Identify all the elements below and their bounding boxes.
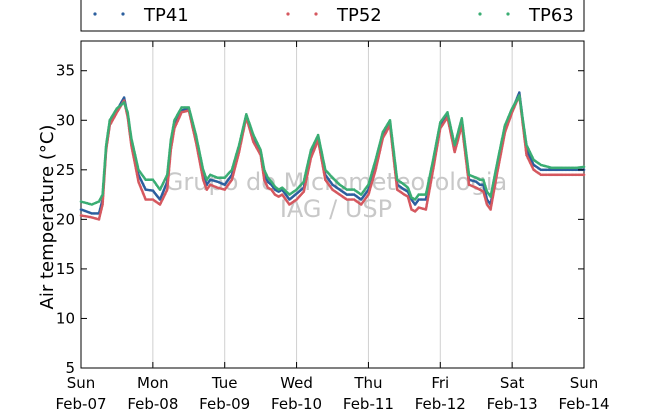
xtick-label-day: Mon: [137, 374, 169, 392]
ytick-label: 15: [56, 260, 75, 278]
plot-area: Grupo de Micrometeorologia IAG / USP: [79, 40, 586, 369]
legend-marker: [314, 12, 318, 16]
xtick-label-day: Sat: [500, 374, 525, 392]
y-axis-title: Air temperature (°C): [37, 125, 58, 310]
legend-marker: [506, 12, 510, 16]
legend-label: TP63: [528, 5, 574, 26]
ytick-label: 35: [56, 62, 75, 80]
xtick-label-day: Wed: [280, 374, 313, 392]
legend-label: TP52: [336, 5, 382, 26]
legend: TP41 TP52 TP63: [80, 0, 585, 32]
ytick-label: 20: [56, 210, 75, 228]
legend-item-TP52: TP52: [286, 5, 382, 26]
ytick-label: 25: [56, 161, 75, 179]
plot-frame: [80, 40, 585, 369]
xtick-label-date: Feb-12: [415, 395, 466, 409]
ytick-label: 30: [56, 111, 75, 129]
legend-frame: [80, 0, 585, 32]
xtick-label-day: Fri: [431, 374, 449, 392]
legend-marker: [478, 12, 482, 16]
series-TP63: [79, 94, 586, 206]
legend-marker: [93, 12, 97, 16]
legend-item-TP63: TP63: [478, 5, 574, 26]
xtick-label-date: Feb-07: [55, 395, 106, 409]
xtick-label-day: Thu: [353, 374, 382, 392]
xtick-label-date: Feb-14: [558, 395, 609, 409]
xtick-label-date: Feb-08: [127, 395, 178, 409]
legend-item-TP41: TP41: [93, 5, 189, 26]
xtick-label-date: Feb-13: [487, 395, 538, 409]
data-point: [582, 165, 586, 169]
xtick-label-day: Tue: [211, 374, 238, 392]
legend-label: TP41: [143, 5, 189, 26]
xtick-label-date: Feb-11: [343, 395, 394, 409]
legend-marker: [121, 12, 125, 16]
ytick-label: 5: [65, 359, 75, 377]
xtick-label-date: Feb-09: [199, 395, 250, 409]
xtick-label-day: Sun: [570, 374, 599, 392]
xtick-label-day: Sun: [67, 374, 96, 392]
watermark-line-2: IAG / USP: [280, 195, 392, 223]
xtick-label-date: Feb-10: [271, 395, 322, 409]
legend-marker: [286, 12, 290, 16]
ytick-label: 10: [56, 309, 75, 327]
data-point: [582, 173, 586, 177]
